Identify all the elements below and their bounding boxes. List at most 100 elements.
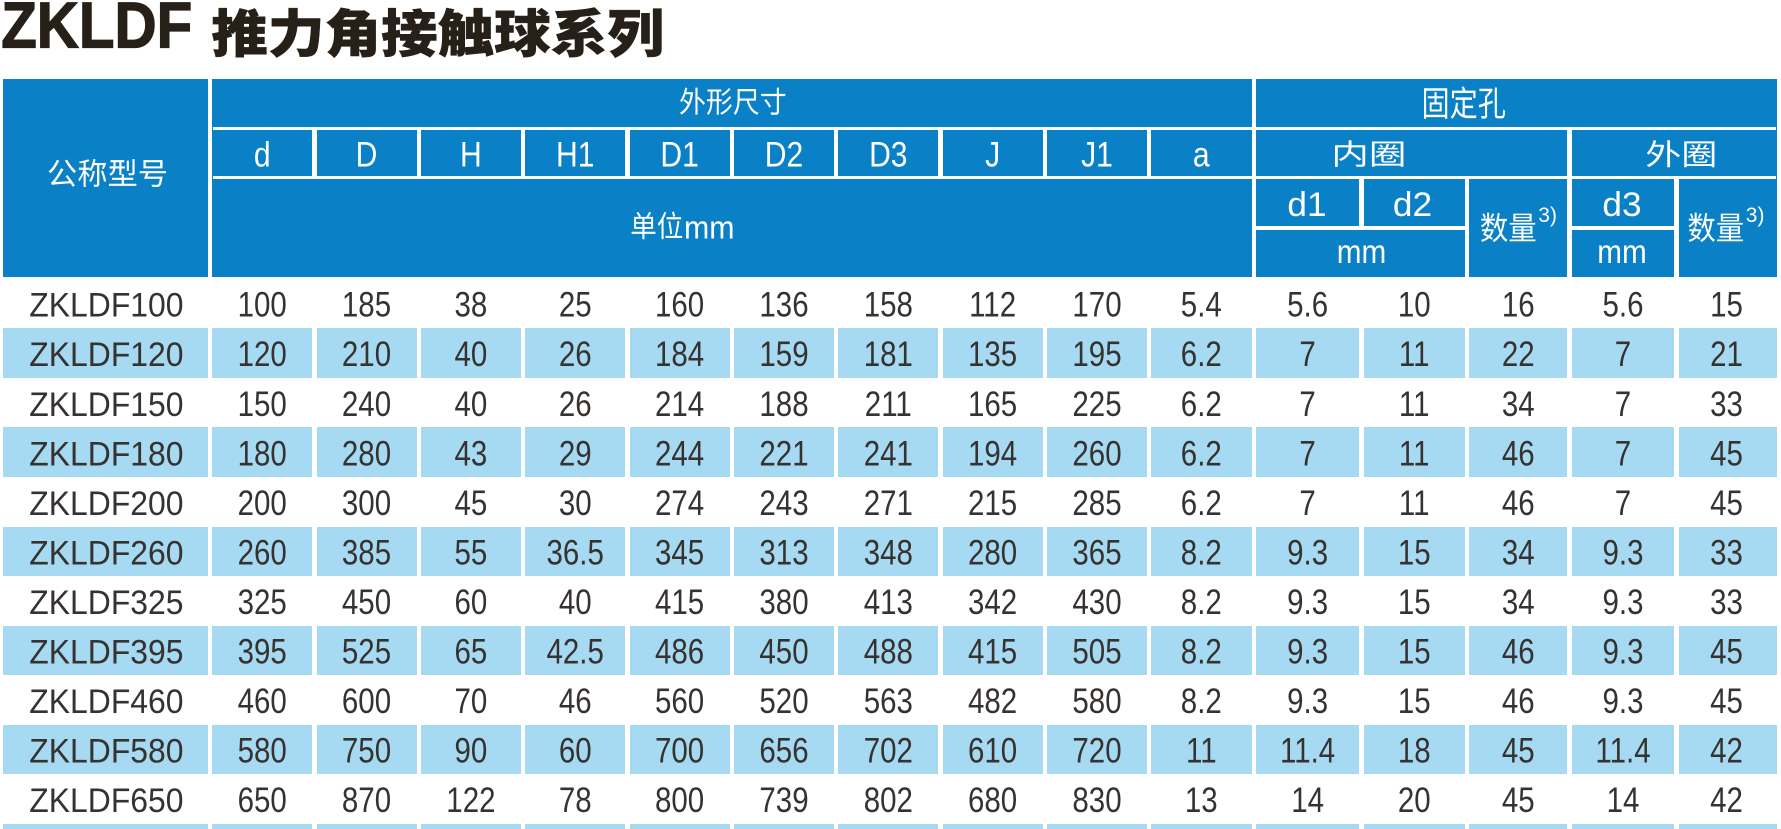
svg-text:13: 13 xyxy=(1185,781,1218,820)
svg-text:150: 150 xyxy=(238,384,287,423)
svg-text:300: 300 xyxy=(342,483,391,522)
svg-text:22: 22 xyxy=(1502,335,1535,374)
svg-text:185: 185 xyxy=(342,285,391,324)
svg-text:800: 800 xyxy=(655,781,704,820)
svg-text:26: 26 xyxy=(559,335,592,374)
svg-text:11: 11 xyxy=(1186,731,1217,770)
svg-text:160: 160 xyxy=(655,285,704,324)
svg-text:ZKLDF100: ZKLDF100 xyxy=(29,287,183,325)
svg-text:d1: d1 xyxy=(1287,185,1326,224)
svg-text:ZKLDF: ZKLDF xyxy=(1,0,192,62)
svg-text:188: 188 xyxy=(759,384,808,423)
svg-text:40: 40 xyxy=(559,583,592,622)
svg-text:580: 580 xyxy=(1072,682,1121,721)
svg-text:181: 181 xyxy=(864,335,913,374)
svg-text:8.2: 8.2 xyxy=(1181,583,1222,622)
svg-text:15: 15 xyxy=(1398,533,1431,572)
svg-text:D3: D3 xyxy=(869,134,907,174)
svg-text:d3: d3 xyxy=(1602,185,1641,224)
svg-text:11: 11 xyxy=(1399,434,1430,473)
svg-text:5.4: 5.4 xyxy=(1181,285,1222,324)
svg-text:16: 16 xyxy=(1502,285,1535,324)
svg-text:15: 15 xyxy=(1398,632,1431,671)
svg-text:9.3: 9.3 xyxy=(1287,682,1328,721)
svg-text:70: 70 xyxy=(455,682,488,721)
svg-text:38: 38 xyxy=(455,285,488,324)
svg-text:9.3: 9.3 xyxy=(1603,632,1644,671)
svg-text:d: d xyxy=(254,134,271,174)
svg-text:345: 345 xyxy=(655,533,704,572)
svg-text:210: 210 xyxy=(342,335,391,374)
svg-text:14: 14 xyxy=(1607,781,1640,820)
svg-text:415: 415 xyxy=(968,632,1017,671)
svg-text:ZKLDF325: ZKLDF325 xyxy=(29,584,183,622)
svg-text:ZKLDF200: ZKLDF200 xyxy=(29,485,183,523)
svg-text:750: 750 xyxy=(342,731,391,770)
svg-text:244: 244 xyxy=(655,434,704,473)
svg-text:ZKLDF180: ZKLDF180 xyxy=(29,435,183,473)
svg-text:J: J xyxy=(985,134,1000,174)
svg-text:46: 46 xyxy=(1502,632,1535,671)
svg-text:505: 505 xyxy=(1072,632,1121,671)
svg-text:830: 830 xyxy=(1072,781,1121,820)
svg-text:ZKLDF580: ZKLDF580 xyxy=(29,733,183,771)
svg-text:ZKLDF120: ZKLDF120 xyxy=(29,336,183,374)
svg-text:450: 450 xyxy=(342,583,391,622)
svg-text:34: 34 xyxy=(1502,583,1535,622)
svg-text:180: 180 xyxy=(238,434,287,473)
svg-text:d2: d2 xyxy=(1393,185,1432,224)
svg-text:D2: D2 xyxy=(765,134,803,174)
svg-text:870: 870 xyxy=(342,781,391,820)
svg-text:563: 563 xyxy=(864,682,913,721)
svg-text:46: 46 xyxy=(1502,434,1535,473)
svg-text:241: 241 xyxy=(864,434,913,473)
svg-text:34: 34 xyxy=(1502,384,1535,423)
svg-text:610: 610 xyxy=(968,731,1017,770)
svg-text:460: 460 xyxy=(238,682,287,721)
svg-text:6.2: 6.2 xyxy=(1181,434,1222,473)
svg-text:7: 7 xyxy=(1299,384,1315,423)
svg-text:8.2: 8.2 xyxy=(1181,682,1222,721)
svg-text:385: 385 xyxy=(342,533,391,572)
svg-text:14: 14 xyxy=(1291,781,1324,820)
svg-text:159: 159 xyxy=(759,335,808,374)
svg-text:274: 274 xyxy=(655,483,704,522)
svg-text:211: 211 xyxy=(865,384,912,423)
svg-text:8.2: 8.2 xyxy=(1181,533,1222,572)
svg-text:486: 486 xyxy=(655,632,704,671)
svg-text:45: 45 xyxy=(1710,434,1743,473)
svg-text:165: 165 xyxy=(968,384,1017,423)
svg-text:65: 65 xyxy=(455,632,488,671)
svg-text:656: 656 xyxy=(759,731,808,770)
svg-text:194: 194 xyxy=(968,434,1017,473)
svg-text:33: 33 xyxy=(1710,583,1743,622)
svg-text:46: 46 xyxy=(1502,682,1535,721)
svg-text:9.3: 9.3 xyxy=(1603,682,1644,721)
svg-text:112: 112 xyxy=(969,285,1016,324)
svg-text:6.2: 6.2 xyxy=(1181,384,1222,423)
svg-text:45: 45 xyxy=(1710,632,1743,671)
svg-text:560: 560 xyxy=(655,682,704,721)
svg-text:415: 415 xyxy=(655,583,704,622)
svg-text:26: 26 xyxy=(559,384,592,423)
svg-text:45: 45 xyxy=(1710,483,1743,522)
svg-text:ZKLDF460: ZKLDF460 xyxy=(29,683,183,721)
svg-text:D: D xyxy=(356,134,378,174)
svg-text:9.3: 9.3 xyxy=(1603,583,1644,622)
svg-text:10: 10 xyxy=(1398,285,1431,324)
svg-text:H: H xyxy=(460,134,482,174)
svg-text:702: 702 xyxy=(864,731,913,770)
svg-text:3): 3) xyxy=(1746,204,1765,227)
svg-text:136: 136 xyxy=(759,285,808,324)
svg-text:40: 40 xyxy=(455,384,488,423)
svg-text:30: 30 xyxy=(559,483,592,522)
svg-text:700: 700 xyxy=(655,731,704,770)
svg-text:365: 365 xyxy=(1072,533,1121,572)
svg-text:600: 600 xyxy=(342,682,391,721)
svg-text:25: 25 xyxy=(559,285,592,324)
svg-text:5.6: 5.6 xyxy=(1603,285,1644,324)
svg-text:ZKLDF650: ZKLDF650 xyxy=(29,782,183,820)
svg-text:7: 7 xyxy=(1299,434,1315,473)
svg-text:100: 100 xyxy=(238,285,287,324)
svg-text:45: 45 xyxy=(455,483,488,522)
